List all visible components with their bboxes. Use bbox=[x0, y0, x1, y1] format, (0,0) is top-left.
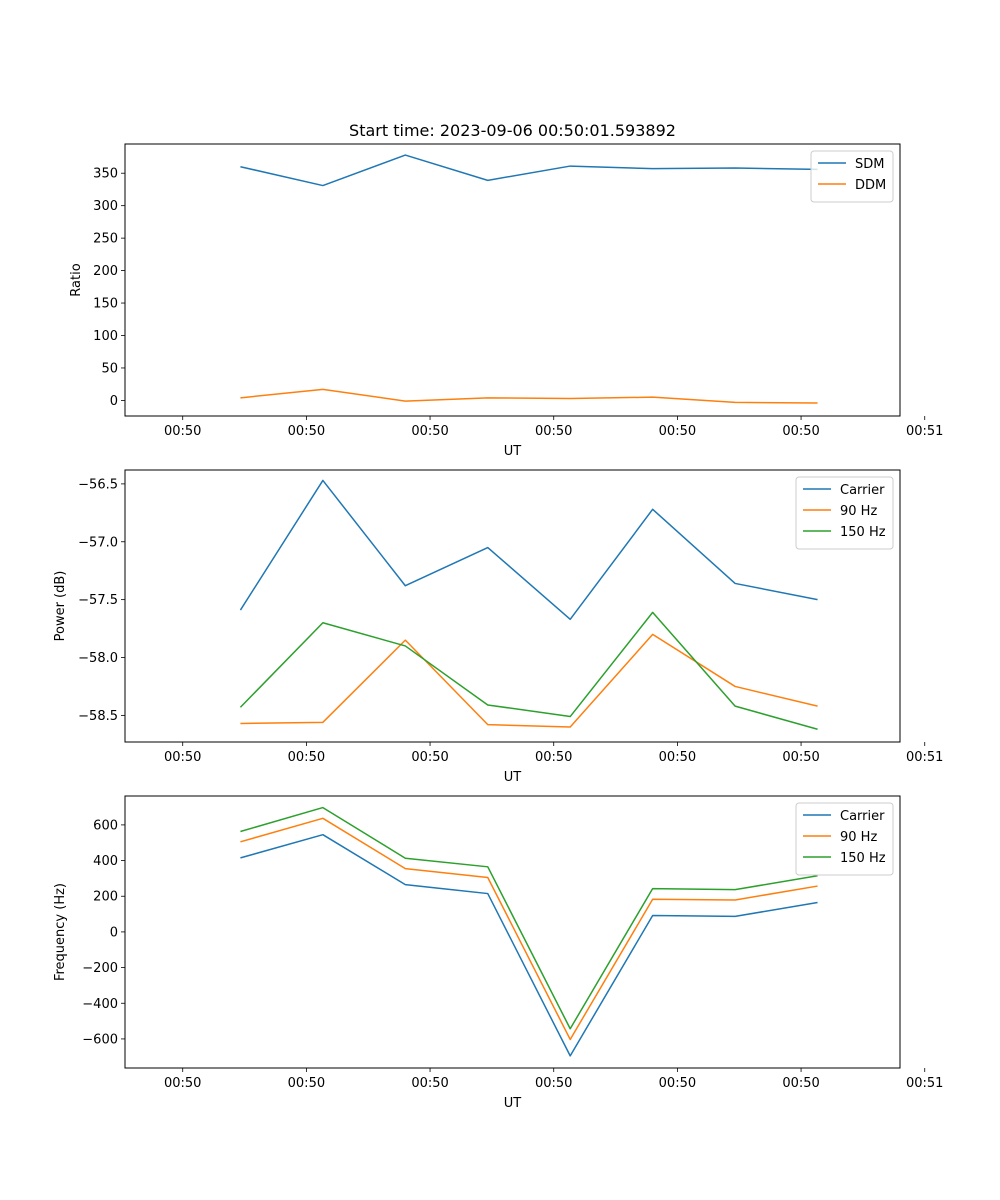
series-line-90-hz bbox=[240, 817, 818, 1041]
y-tick-label: 200 bbox=[93, 890, 118, 905]
x-tick-label: 00:50 bbox=[535, 750, 572, 765]
legend-label-150-hz: 150 Hz bbox=[840, 525, 886, 540]
legend: SDM DDM bbox=[810, 150, 894, 203]
y-tick-label: 0 bbox=[110, 925, 118, 940]
x-tick-label: 00:50 bbox=[411, 750, 448, 765]
x-tick-label: 00:50 bbox=[659, 1076, 696, 1091]
x-tick-label: 00:50 bbox=[411, 424, 448, 439]
y-tick-label: 600 bbox=[93, 818, 118, 833]
y-axis-label: Ratio bbox=[69, 263, 84, 296]
series-line-150-hz bbox=[240, 806, 818, 1030]
legend-label-carrier: Carrier bbox=[840, 809, 885, 824]
legend-label-150-hz: 150 Hz bbox=[840, 851, 886, 866]
series-line-ddm bbox=[240, 388, 818, 404]
x-tick-label: 00:50 bbox=[411, 1076, 448, 1091]
y-tick-label: 100 bbox=[93, 329, 118, 344]
y-tick-label: −56.5 bbox=[78, 477, 118, 492]
y-tick-label: 350 bbox=[93, 167, 118, 182]
x-tick-label: 00:51 bbox=[906, 424, 943, 439]
series-line-90-hz bbox=[240, 633, 818, 728]
y-tick-label: −58.0 bbox=[78, 651, 118, 666]
y-tick-label: 50 bbox=[101, 361, 118, 376]
y-tick-label: 250 bbox=[93, 232, 118, 247]
y-tick-label: 300 bbox=[93, 199, 118, 214]
series-line-sdm bbox=[240, 154, 818, 187]
x-tick-label: 00:50 bbox=[164, 424, 201, 439]
legend-label-ddm: DDM bbox=[855, 178, 886, 193]
x-tick-label: 00:50 bbox=[535, 1076, 572, 1091]
y-tick-label: −58.5 bbox=[78, 709, 118, 724]
x-axis-label: UT bbox=[504, 770, 522, 785]
x-tick-label: 00:50 bbox=[782, 750, 819, 765]
x-tick-label: 00:50 bbox=[659, 750, 696, 765]
y-tick-label: 0 bbox=[110, 394, 118, 409]
legend-label-90-hz: 90 Hz bbox=[840, 830, 877, 845]
series-line-carrier bbox=[239, 479, 818, 621]
series-line-carrier bbox=[240, 833, 818, 1057]
axes-frame bbox=[124, 143, 901, 417]
series-line-150-hz bbox=[239, 611, 818, 730]
x-tick-label: 00:50 bbox=[288, 750, 325, 765]
y-tick-label: 150 bbox=[93, 297, 118, 312]
x-tick-label: 00:50 bbox=[288, 424, 325, 439]
x-axis-label: UT bbox=[504, 444, 522, 459]
x-tick-label: 00:50 bbox=[782, 424, 819, 439]
chart-title: Start time: 2023-09-06 00:50:01.593892 bbox=[349, 121, 676, 140]
x-tick-label: 00:50 bbox=[164, 750, 201, 765]
x-tick-label: 00:50 bbox=[782, 1076, 819, 1091]
x-tick-label: 00:51 bbox=[906, 1076, 943, 1091]
y-tick-label: −57.5 bbox=[78, 593, 118, 608]
x-tick-label: 00:50 bbox=[288, 1076, 325, 1091]
axes-frame bbox=[124, 469, 901, 743]
legend: Carrier 90 Hz 150 Hz bbox=[795, 802, 894, 876]
legend-label-90-hz: 90 Hz bbox=[840, 504, 877, 519]
legend-label-sdm: SDM bbox=[855, 157, 884, 172]
y-tick-label: −600 bbox=[82, 1032, 118, 1047]
y-axis-label: Power (dB) bbox=[53, 571, 68, 642]
x-tick-label: 00:50 bbox=[659, 424, 696, 439]
y-tick-label: 200 bbox=[93, 264, 118, 279]
x-tick-label: 00:51 bbox=[906, 750, 943, 765]
x-tick-label: 00:50 bbox=[164, 1076, 201, 1091]
y-tick-label: −57.0 bbox=[78, 535, 118, 550]
x-tick-label: 00:50 bbox=[535, 424, 572, 439]
y-tick-label: −400 bbox=[82, 997, 118, 1012]
y-axis-label: Frequency (Hz) bbox=[53, 883, 68, 981]
ratio-panel: 00:50 00:50 00:50 00:50 00:50 00:50 00:51 0 50 10… bbox=[69, 143, 943, 459]
legend: Carrier 90 Hz 150 Hz bbox=[795, 476, 894, 550]
power-panel: 00:50 00:50 00:50 00:50 00:50 00:50 00:51 −58.5… bbox=[53, 469, 943, 785]
legend-label-carrier: Carrier bbox=[840, 483, 885, 498]
y-tick-label: 400 bbox=[93, 854, 118, 869]
frequency-panel: 00:50 00:50 00:50 00:50 00:50 00:50 00:51 −600 −… bbox=[53, 795, 943, 1111]
y-tick-label: −200 bbox=[82, 961, 118, 976]
x-axis-label: UT bbox=[504, 1096, 522, 1111]
